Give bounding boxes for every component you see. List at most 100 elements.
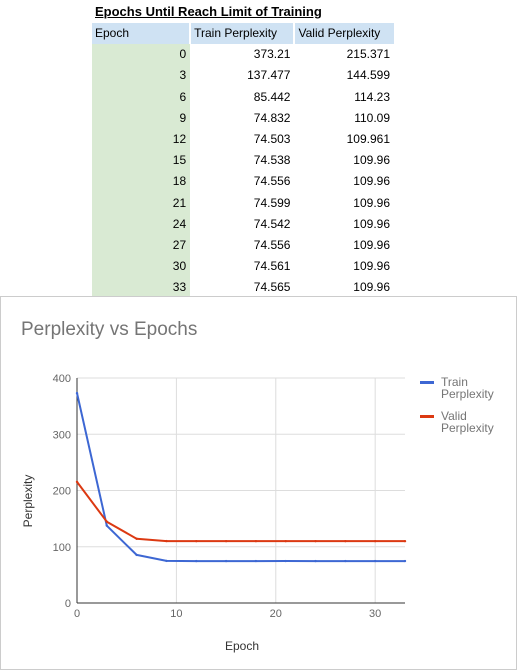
valid-data-point[interactable] xyxy=(344,539,347,543)
table-row: 18 74.556 109.96 xyxy=(92,171,394,193)
cell-valid-perplexity[interactable]: 109.96 xyxy=(294,192,394,214)
cell-valid-perplexity[interactable]: 109.96 xyxy=(294,234,394,257)
cell-train-perplexity[interactable]: 74.561 xyxy=(190,256,295,278)
cell-train-perplexity[interactable]: 137.477 xyxy=(190,65,295,87)
cell-epoch[interactable]: 21 xyxy=(92,192,191,214)
valid-data-point[interactable] xyxy=(284,539,287,543)
axes: 0 100 200 300 400 0 10 20 30 xyxy=(53,373,405,620)
cell-valid-perplexity[interactable]: 109.96 xyxy=(294,277,394,299)
cell-train-perplexity[interactable]: 74.556 xyxy=(190,234,295,257)
cell-valid-perplexity[interactable]: 144.599 xyxy=(294,65,394,87)
cell-valid-perplexity[interactable]: 109.961 xyxy=(294,128,394,151)
series-lines xyxy=(75,391,407,563)
valid-perplexity-line[interactable] xyxy=(76,481,405,543)
valid-data-point[interactable] xyxy=(224,539,228,543)
table-header-row: Epoch Train Perplexity Valid Perplexity xyxy=(92,23,394,45)
valid-data-point[interactable] xyxy=(195,539,198,543)
legend-label-valid: Valid xyxy=(441,409,467,423)
train-data-point[interactable] xyxy=(224,559,228,563)
valid-data-point[interactable] xyxy=(165,539,168,543)
table-row: 24 74.542 109.96 xyxy=(92,213,394,235)
cell-valid-perplexity[interactable]: 109.96 xyxy=(294,213,394,235)
cell-epoch[interactable]: 27 xyxy=(92,234,191,257)
train-data-point[interactable] xyxy=(195,559,198,563)
valid-data-point[interactable] xyxy=(135,537,138,540)
cell-train-perplexity[interactable]: 373.21 xyxy=(190,44,295,66)
gridlines xyxy=(77,377,405,603)
table-row: 27 74.556 109.96 xyxy=(92,234,394,257)
perplexity-chart: Perplexity vs Epochs 0 100 200 300 400 0 10 20 3… xyxy=(21,319,494,653)
train-data-point[interactable] xyxy=(105,524,109,527)
y-tick-label: 100 xyxy=(53,542,71,554)
table-row: 30 74.561 109.96 xyxy=(92,256,394,278)
table-row: 9 74.832 110.09 xyxy=(92,107,394,129)
cell-train-perplexity[interactable]: 74.503 xyxy=(190,128,295,151)
cell-valid-perplexity[interactable]: 215.371 xyxy=(294,44,394,66)
cell-epoch[interactable]: 15 xyxy=(92,150,191,172)
table-row: 12 74.503 109.961 xyxy=(92,128,394,151)
train-perplexity-line[interactable] xyxy=(76,392,405,563)
legend-label-train: Train xyxy=(441,375,468,389)
cell-train-perplexity[interactable]: 74.542 xyxy=(190,213,295,235)
valid-data-point[interactable] xyxy=(75,480,79,484)
header-epoch[interactable]: Epoch xyxy=(92,23,191,45)
train-data-point[interactable] xyxy=(284,559,287,563)
train-data-point[interactable] xyxy=(314,559,317,563)
cell-epoch[interactable]: 12 xyxy=(92,128,191,151)
table-row: 21 74.599 109.96 xyxy=(92,192,394,214)
x-tick-label: 10 xyxy=(170,608,182,620)
train-data-point[interactable] xyxy=(165,559,168,563)
train-data-point[interactable] xyxy=(344,559,347,563)
cell-epoch[interactable]: 6 xyxy=(92,86,191,108)
cell-train-perplexity[interactable]: 74.832 xyxy=(190,107,295,129)
y-tick-label: 300 xyxy=(53,429,71,441)
y-tick-label: 0 xyxy=(65,598,71,610)
x-tick-label: 30 xyxy=(369,608,381,620)
y-tick-label: 200 xyxy=(53,486,71,498)
cell-epoch[interactable]: 18 xyxy=(92,171,191,193)
train-data-point[interactable] xyxy=(373,559,377,563)
valid-data-point[interactable] xyxy=(373,539,377,543)
cell-epoch[interactable]: 24 xyxy=(92,213,191,235)
cell-epoch[interactable]: 0 xyxy=(92,44,191,66)
header-valid-perplexity[interactable]: Valid Perplexity xyxy=(293,23,394,45)
train-data-point[interactable] xyxy=(254,559,258,563)
legend-label-valid: Perplexity xyxy=(441,421,494,435)
x-axis-title: Epoch xyxy=(225,639,259,653)
header-train-perplexity[interactable]: Train Perplexity xyxy=(189,23,295,45)
chart-panel[interactable]: Perplexity vs Epochs 0 100 200 300 400 0 10 20 3… xyxy=(0,296,517,670)
cell-epoch[interactable]: 9 xyxy=(92,107,191,129)
cell-epoch[interactable]: 33 xyxy=(92,277,191,299)
train-data-point[interactable] xyxy=(403,559,407,563)
cell-train-perplexity[interactable]: 74.565 xyxy=(190,277,295,299)
cell-train-perplexity[interactable]: 85.442 xyxy=(190,86,295,108)
legend-label-train: Perplexity xyxy=(441,387,494,401)
legend-swatch-valid xyxy=(420,415,434,418)
valid-data-point[interactable] xyxy=(105,520,109,523)
cell-train-perplexity[interactable]: 74.556 xyxy=(190,171,295,193)
cell-valid-perplexity[interactable]: 114.23 xyxy=(294,86,394,108)
cell-valid-perplexity[interactable]: 110.09 xyxy=(294,107,394,129)
valid-data-point[interactable] xyxy=(314,539,317,543)
cell-valid-perplexity[interactable]: 109.96 xyxy=(294,256,394,278)
table-row: 0 373.21 215.371 xyxy=(92,44,394,66)
cell-train-perplexity[interactable]: 74.599 xyxy=(190,192,295,214)
cell-valid-perplexity[interactable]: 109.96 xyxy=(294,171,394,193)
valid-data-point[interactable] xyxy=(254,539,258,543)
y-tick-label: 400 xyxy=(53,373,71,385)
cell-valid-perplexity[interactable]: 109.96 xyxy=(294,150,394,172)
cell-train-perplexity[interactable]: 74.538 xyxy=(190,150,295,172)
x-tick-label: 0 xyxy=(74,608,80,620)
train-data-point[interactable] xyxy=(135,553,138,557)
valid-data-point[interactable] xyxy=(403,539,407,543)
chart-title: Perplexity vs Epochs xyxy=(21,319,197,340)
cell-epoch[interactable]: 30 xyxy=(92,256,191,278)
table-row: 15 74.538 109.96 xyxy=(92,150,394,172)
table-row: 6 85.442 114.23 xyxy=(92,86,394,108)
train-data-point[interactable] xyxy=(75,391,79,395)
cell-epoch[interactable]: 3 xyxy=(92,65,191,87)
y-axis-title: Perplexity xyxy=(21,475,35,528)
table-row: 33 74.565 109.96 xyxy=(92,277,394,299)
x-tick-label: 20 xyxy=(270,608,282,620)
